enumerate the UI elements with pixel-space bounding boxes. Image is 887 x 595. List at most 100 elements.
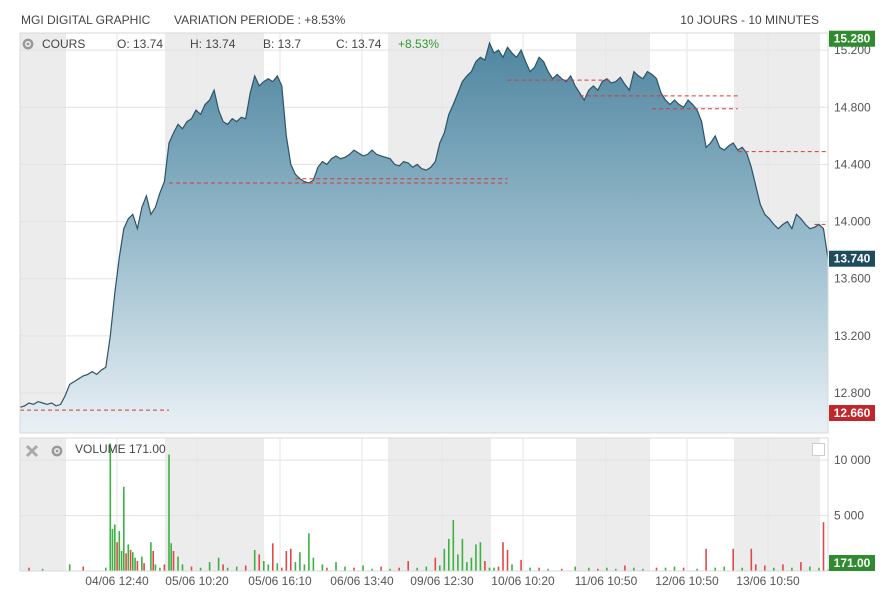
axes: 12.800 13.200 13.600 14.000 14.400 14.800 15.2… bbox=[19, 30, 875, 588]
chart-header: MGI DIGITAL GRAPHIC VARIATION PERIODE : … bbox=[0, 0, 887, 32]
volume-bar bbox=[538, 567, 540, 571]
volume-bar bbox=[150, 542, 152, 571]
volume-bar bbox=[574, 566, 576, 571]
price-area-fill bbox=[20, 43, 828, 433]
volume-bar bbox=[615, 568, 617, 571]
x-tick-label: 09/06 12:30 bbox=[410, 574, 474, 588]
volume-bar bbox=[466, 562, 468, 571]
volume-bar bbox=[642, 568, 644, 571]
volume-bar bbox=[502, 542, 504, 571]
volume-bar bbox=[529, 567, 531, 571]
volume-bar bbox=[633, 567, 635, 571]
volume-bar bbox=[764, 565, 766, 571]
x-tick-label: 06/06 13:40 bbox=[330, 574, 394, 588]
volume-bar bbox=[335, 562, 337, 571]
volume-bar bbox=[682, 567, 685, 571]
volume-bar bbox=[664, 567, 667, 571]
volume-bar bbox=[308, 533, 310, 571]
volume-bar bbox=[129, 549, 132, 571]
y-tick-label: 5 000 bbox=[834, 509, 864, 523]
volume-bar bbox=[624, 565, 626, 571]
volume-bar bbox=[190, 566, 193, 571]
close-icon[interactable] bbox=[25, 444, 39, 463]
session-band bbox=[165, 438, 264, 571]
y-tick-label: 14.800 bbox=[834, 100, 871, 114]
close-value: C: 13.74 bbox=[336, 37, 382, 51]
volume-bar bbox=[312, 557, 315, 571]
last-price-badge-bg bbox=[829, 250, 875, 267]
low-price-badge: 12.660 bbox=[834, 406, 871, 420]
price-line bbox=[19, 41, 829, 408]
volume-bar bbox=[809, 566, 811, 571]
volume-bar bbox=[136, 561, 139, 571]
volume-bar bbox=[281, 567, 283, 571]
volume-bar bbox=[294, 562, 297, 571]
volume-bar bbox=[172, 551, 175, 571]
reference-levels bbox=[20, 79, 828, 411]
period-selector[interactable]: 10 JOURS - 10 MINUTES bbox=[680, 13, 819, 27]
high-price-badge-bg bbox=[829, 30, 875, 47]
volume-bar bbox=[389, 568, 391, 571]
y-tick-label: 13.600 bbox=[834, 272, 871, 286]
volume-bar bbox=[655, 567, 658, 571]
x-tick-label: 12/06 10:50 bbox=[655, 574, 719, 588]
volume-bar bbox=[123, 486, 125, 571]
volume-bar bbox=[371, 568, 373, 571]
volume-bar bbox=[493, 567, 495, 571]
volume-bar bbox=[452, 520, 455, 571]
y-tick-label: 10 000 bbox=[834, 453, 871, 467]
volume-bar bbox=[822, 522, 825, 571]
volume-value: 171.00 bbox=[129, 442, 166, 456]
volume-bar bbox=[475, 544, 477, 571]
y-tick-label: 14.400 bbox=[834, 157, 871, 171]
gear-icon[interactable] bbox=[21, 37, 35, 56]
volume-bar bbox=[170, 543, 172, 571]
period-variation: VARIATION PERIODE : +8.53% bbox=[174, 13, 346, 27]
volume-bar bbox=[109, 443, 112, 571]
x-tick-label: 13/06 10:50 bbox=[736, 574, 800, 588]
volume-bar bbox=[714, 567, 716, 571]
volume-bar bbox=[82, 566, 84, 571]
volume-bar bbox=[606, 567, 608, 571]
volume-bar bbox=[407, 561, 409, 571]
volume-bar bbox=[818, 567, 820, 571]
checkbox-icon[interactable] bbox=[812, 443, 825, 461]
volume-bar bbox=[290, 548, 292, 571]
volume-panel-frame bbox=[19, 437, 829, 572]
volume-bar bbox=[755, 564, 757, 571]
volume-bar bbox=[705, 548, 707, 571]
volume-bar bbox=[800, 562, 802, 571]
volume-bar bbox=[791, 567, 793, 571]
volume-bar bbox=[696, 568, 698, 571]
volume-bar bbox=[723, 566, 725, 571]
volume-bar bbox=[443, 548, 446, 571]
y-tick-label: 13.200 bbox=[834, 329, 871, 343]
x-tick-label: 10/06 10:20 bbox=[491, 574, 555, 588]
volume-bar bbox=[267, 564, 270, 571]
volume-bar bbox=[353, 567, 355, 571]
volume-bar bbox=[461, 538, 464, 571]
volume-bar bbox=[253, 549, 256, 571]
volume-bar bbox=[484, 561, 486, 571]
volume-bar bbox=[132, 552, 134, 571]
volume-bar bbox=[120, 551, 123, 571]
gear-icon[interactable] bbox=[50, 444, 64, 463]
volume-bar bbox=[208, 562, 211, 571]
x-tick-label: 05/06 16:10 bbox=[248, 574, 312, 588]
volume-bar bbox=[511, 564, 513, 571]
volume-bar bbox=[416, 567, 418, 571]
instrument-name: MGI DIGITAL GRAPHIC bbox=[21, 13, 151, 27]
volume-bar bbox=[425, 566, 428, 571]
volume-bar bbox=[105, 567, 107, 571]
volume-bar bbox=[457, 554, 459, 571]
volume-bar bbox=[520, 559, 522, 571]
volume-bar bbox=[118, 531, 121, 571]
volume-bar bbox=[547, 568, 549, 571]
high-value: H: 13.74 bbox=[190, 37, 236, 51]
session-band bbox=[576, 438, 650, 571]
volume-bar bbox=[127, 544, 130, 571]
price-panel-label: COURS bbox=[42, 37, 86, 51]
y-tick-label: 12.800 bbox=[834, 386, 871, 400]
volume-bar bbox=[168, 454, 170, 571]
